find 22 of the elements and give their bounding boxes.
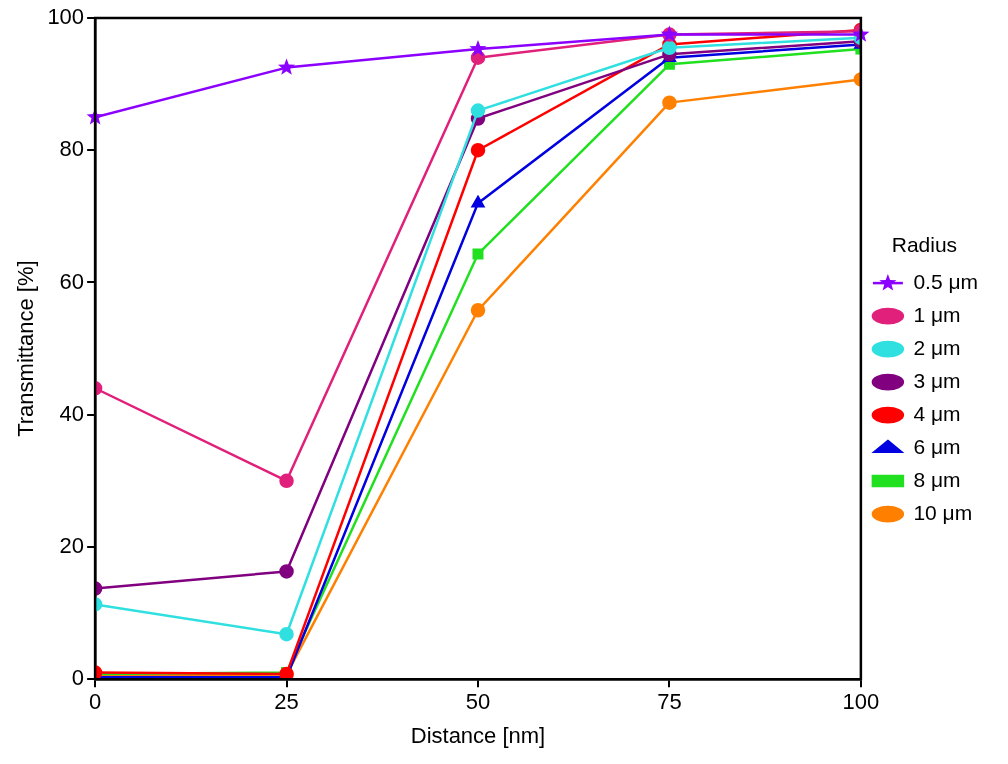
x-tick-label: 50 <box>465 689 491 715</box>
legend-label: 4 μm <box>913 401 961 425</box>
y-tick-label: 40 <box>59 400 85 426</box>
legend-title: Radius <box>891 232 958 256</box>
x-tick-label: 0 <box>88 689 102 715</box>
y-axis-title: Transmittance [%] <box>13 260 39 437</box>
y-tick-label: 20 <box>59 533 85 559</box>
y-tick-label: 0 <box>71 665 85 691</box>
legend-label: 10 μm <box>913 500 973 524</box>
legend-label: 6 μm <box>913 434 961 458</box>
legend-label: 2 μm <box>913 335 961 359</box>
y-tick-label: 100 <box>47 4 85 30</box>
y-tick-label: 60 <box>59 268 85 294</box>
y-tick-label: 80 <box>59 136 85 162</box>
legend-label: 0.5 μm <box>913 269 978 293</box>
x-tick-label: 25 <box>274 689 299 715</box>
x-axis-title: Distance [nm] <box>410 722 546 748</box>
legend-label: 8 μm <box>913 467 961 491</box>
x-tick-label: 100 <box>842 689 880 715</box>
x-tick-label: 75 <box>657 689 682 715</box>
legend-label: 1 μm <box>913 302 961 326</box>
legend-label: 3 μm <box>913 368 961 392</box>
